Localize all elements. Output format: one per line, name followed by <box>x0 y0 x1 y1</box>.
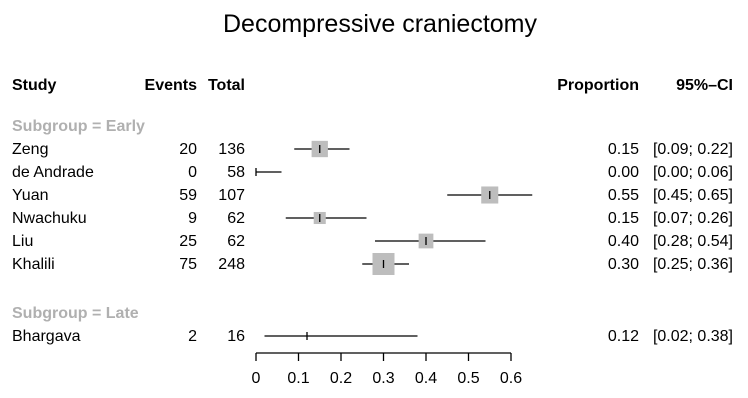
study-total: 107 <box>218 187 245 204</box>
study-total: 58 <box>227 164 245 181</box>
study-proportion: 0.55 <box>608 187 639 204</box>
study-proportion: 0.15 <box>608 141 639 158</box>
study-total: 136 <box>218 141 245 158</box>
study-events: 20 <box>179 141 197 158</box>
study-name: Nwachuku <box>12 210 87 227</box>
study-ci: [0.45; 0.65] <box>653 187 733 204</box>
chart-title: Decompressive craniectomy <box>223 10 537 38</box>
tick-label: 0.2 <box>330 370 352 387</box>
study-ci: [0.02; 0.38] <box>653 328 733 345</box>
study-total: 62 <box>227 233 245 250</box>
study-proportion: 0.30 <box>608 256 639 273</box>
study-name: Liu <box>12 233 33 250</box>
tick-label: 0.4 <box>415 370 437 387</box>
tick-label: 0.5 <box>457 370 479 387</box>
study-events: 9 <box>188 210 197 227</box>
header-proportion: Proportion <box>557 77 639 94</box>
study-name: Yuan <box>12 187 48 204</box>
subgroup-label: Subgroup = Early <box>12 118 145 135</box>
study-proportion: 0.40 <box>608 233 639 250</box>
study-total: 248 <box>218 256 245 273</box>
study-events: 25 <box>179 233 197 250</box>
study-events: 2 <box>188 328 197 345</box>
header-total: Total <box>208 77 245 94</box>
study-name: Zeng <box>12 141 48 158</box>
study-events: 75 <box>179 256 197 273</box>
study-proportion: 0.00 <box>608 164 639 181</box>
study-events: 0 <box>188 164 197 181</box>
study-proportion: 0.12 <box>608 328 639 345</box>
subgroup-label: Subgroup = Late <box>12 305 139 322</box>
study-ci: [0.25; 0.36] <box>653 256 733 273</box>
study-ci: [0.09; 0.22] <box>653 141 733 158</box>
study-total: 16 <box>227 328 245 345</box>
study-total: 62 <box>227 210 245 227</box>
tick-label: 0.1 <box>287 370 309 387</box>
study-name: Bhargava <box>12 328 81 345</box>
study-events: 59 <box>179 187 197 204</box>
study-name: Khalili <box>12 256 55 273</box>
tick-label: 0.3 <box>372 370 394 387</box>
tick-label: 0.6 <box>500 370 522 387</box>
study-ci: [0.00; 0.06] <box>653 164 733 181</box>
study-name: de Andrade <box>12 164 94 181</box>
header-events: Events <box>145 77 198 94</box>
tick-label: 0 <box>252 370 261 387</box>
x-axis: 0 0.1 0.2 0.3 0.4 0.5 0.6 <box>252 352 522 387</box>
study-ci: [0.07; 0.26] <box>653 210 733 227</box>
study-ci: [0.28; 0.54] <box>653 233 733 250</box>
study-proportion: 0.15 <box>608 210 639 227</box>
header-ci: 95%–CI <box>676 77 733 94</box>
header-study: Study <box>12 77 57 94</box>
